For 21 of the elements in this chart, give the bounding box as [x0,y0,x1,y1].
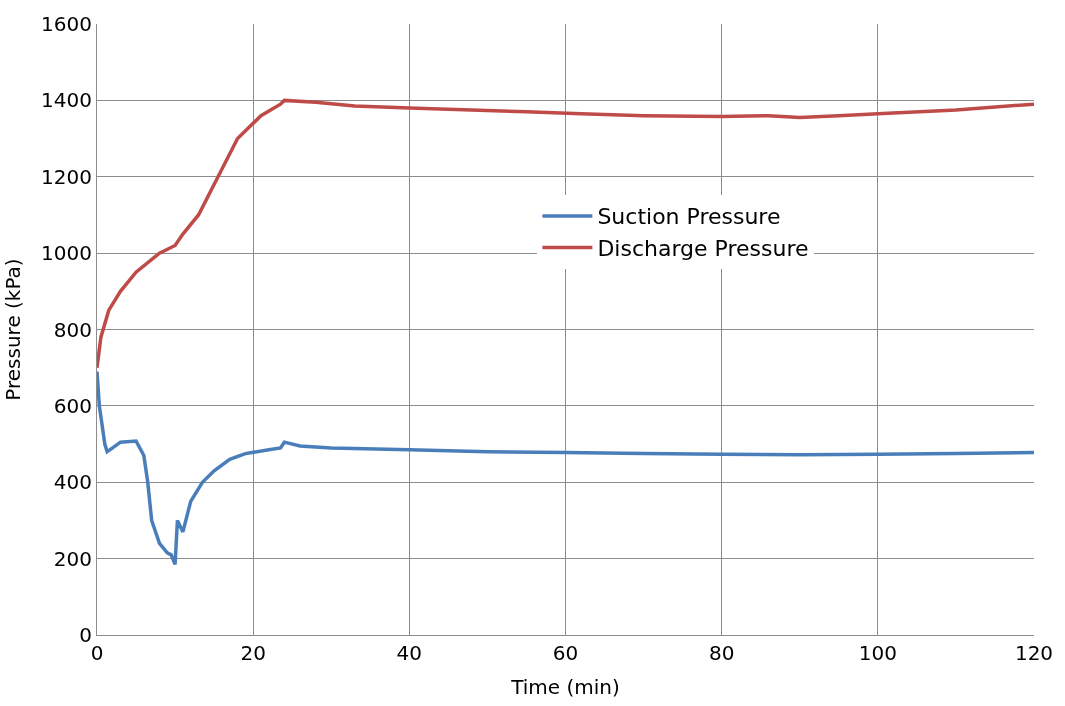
x-axis-title: Time (min) [510,674,620,699]
y-tick-label: 1600 [41,12,92,36]
y-tick-label: 800 [53,317,92,342]
x-tick-label: 60 [552,641,579,665]
y-tick-label: 0 [79,623,92,647]
y-tick-label: 400 [53,470,92,495]
y-tick-label: 1000 [41,241,92,266]
x-tick-label: 20 [240,641,266,665]
y-axis-title: Pressure (kPa) [0,258,25,401]
y-tick-label: 1400 [41,88,92,113]
y-tick-label: 1200 [41,164,92,189]
legend-label: Discharge Pressure [597,236,809,262]
line-series [97,369,1034,567]
x-tick-label: 80 [708,641,735,665]
legend-label: Suction Pressure [597,204,781,230]
x-tick-label: 120 [1014,641,1054,665]
y-tick-label: 200 [53,546,92,571]
x-tick-label: 40 [396,641,423,665]
y-tick-label: 600 [53,393,92,418]
x-tick-label: 100 [858,641,897,665]
line-series [97,98,1034,370]
